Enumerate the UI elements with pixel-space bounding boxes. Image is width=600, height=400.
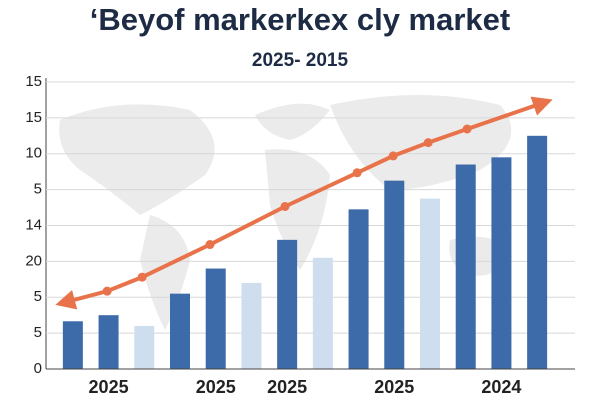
bar: [170, 293, 190, 369]
x-tick-label: 2025: [196, 377, 236, 397]
y-tick-label: 5: [34, 324, 42, 341]
y-tick-label: 5: [34, 288, 42, 305]
y-tick-label: 15: [25, 73, 42, 90]
y-tick-label: 14: [25, 216, 42, 233]
bar: [384, 180, 405, 369]
bar: [455, 164, 476, 369]
trend-point: [280, 201, 290, 211]
bar: [491, 157, 512, 369]
bar: [527, 135, 548, 369]
x-tick-label: 2024: [481, 377, 521, 397]
chart-subtitle: 2025- 2015: [252, 50, 349, 71]
bar: [312, 257, 333, 369]
trend-point: [352, 168, 362, 178]
y-tick-label: 20: [25, 252, 42, 269]
y-tick-label: 5: [34, 181, 42, 198]
bar: [205, 268, 226, 369]
bar: [348, 209, 369, 369]
trend-point: [137, 272, 147, 282]
bar: [98, 315, 119, 369]
bar: [241, 282, 262, 369]
trend-point: [205, 240, 215, 250]
trend-point: [102, 286, 112, 296]
x-tick-label: 2025: [374, 377, 414, 397]
trend-point: [462, 124, 472, 134]
bar: [62, 321, 83, 369]
bar: [134, 325, 155, 369]
x-tick-label: 2025: [89, 377, 129, 397]
chart-title: ‘Beyof markerkex cly market: [90, 2, 510, 37]
y-tick-label: 0: [34, 360, 42, 377]
trend-line: [55, 96, 553, 310]
x-tick-label: 2025: [267, 377, 307, 397]
trend-point: [388, 151, 398, 161]
bar: [420, 198, 440, 369]
bar: [277, 239, 298, 369]
y-tick-label: 10: [25, 145, 42, 162]
trend-point: [423, 138, 433, 148]
y-tick-label: 15: [25, 109, 42, 126]
